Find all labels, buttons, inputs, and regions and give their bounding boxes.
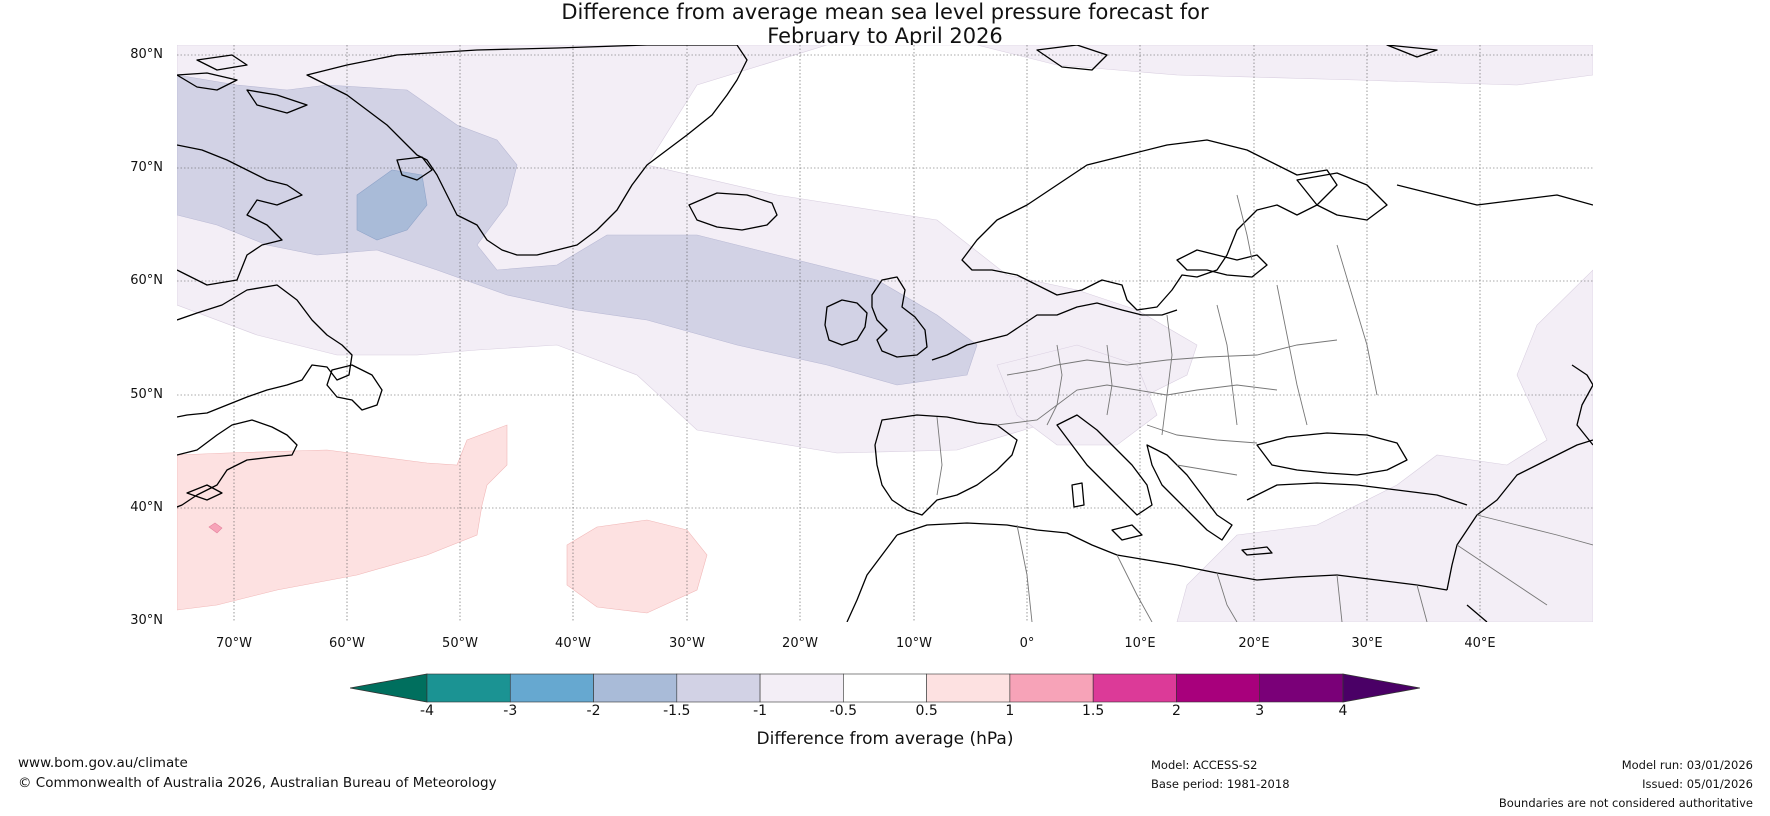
coastline-balkans [1146, 444, 1233, 541]
footer-base-period: Base period: 1981-2018 [1151, 777, 1290, 791]
coastline-ireland [824, 299, 868, 346]
colorbar-cell [593, 673, 678, 703]
coastline-sicily [1111, 524, 1143, 541]
footer-model: Model: ACCESS-S2 [1151, 758, 1258, 772]
colorbar-tick-label: 1.5 [1082, 703, 1105, 719]
coastline-greenland-west [396, 156, 433, 181]
title-line-1: Difference from average mean sea level p… [561, 0, 1209, 24]
colorbar-under-triangle [350, 673, 428, 703]
anomaly-region-pos05-east [566, 519, 708, 614]
footer-website[interactable]: www.bom.gov.au/climate [18, 755, 188, 771]
colorbar-cell [1092, 673, 1177, 703]
country-borders [936, 194, 1593, 622]
colorbar-tick-label: -3 [503, 703, 518, 719]
colorbar-cell [426, 673, 511, 703]
anomaly-region-pos05-west [177, 424, 508, 611]
colorbar-over-triangle [1342, 673, 1420, 703]
colorbar-tick-label: 3 [1255, 703, 1265, 719]
gridlines [177, 45, 1593, 622]
coastlines [177, 45, 1593, 622]
footer-copyright: © Commonwealth of Australia 2026, Austra… [18, 775, 497, 791]
coastline-cape-cod [186, 484, 223, 501]
coastline-baltic [1176, 249, 1268, 278]
title-line-2: February to April 2026 [767, 24, 1003, 48]
coastline-britain [871, 276, 928, 358]
colorbar-title: Difference from average (hPa) [756, 729, 1014, 749]
lon-tick-label: 70°W [216, 636, 252, 651]
lon-tick-label: 40°W [555, 636, 591, 651]
colorbar-cell [1259, 673, 1344, 703]
colorbar [350, 673, 1420, 703]
coastline-italy [1056, 414, 1153, 516]
colorbar-tick-label: -4 [420, 703, 434, 719]
coastline-north-russia [1396, 184, 1593, 206]
lat-tick-label: 80°N [130, 47, 163, 62]
coastline-crete [1241, 546, 1273, 556]
colorbar-cell [676, 673, 761, 703]
colorbar-tick-label: -2 [586, 703, 601, 719]
footer-disclaimer: Boundaries are not considered authoritat… [1498, 796, 1753, 810]
lon-tick-label: 10°E [1124, 636, 1156, 651]
colorbar-cell [1176, 673, 1260, 703]
coastline-red-sea [1466, 604, 1488, 622]
colorbar-cells [426, 673, 1344, 703]
coastline-greenland [306, 45, 748, 256]
lon-tick-label: 30°E [1351, 636, 1383, 651]
coastline-maritimes [177, 419, 298, 508]
colorbar-tick-label: -1 [753, 703, 768, 719]
coastline-sardinia [1071, 482, 1085, 508]
colorbar-tick-label: -1.5 [663, 703, 691, 719]
lon-tick-label: 20°W [782, 636, 818, 651]
forecast-map [177, 45, 1593, 622]
anomaly-region-neg15 [356, 169, 428, 241]
coastline-franz [1386, 45, 1438, 58]
coastline-kola [1296, 172, 1388, 221]
lon-tick-label: 20°E [1238, 636, 1270, 651]
lon-tick-label: 0° [1019, 636, 1035, 651]
anomaly-region-neg05-east [1176, 269, 1593, 622]
lat-tick-label: 70°N [130, 160, 163, 175]
coastline-levant [1446, 439, 1593, 591]
colorbar-cell [843, 673, 927, 703]
colorbar-tick-label: 0.5 [915, 703, 938, 719]
colorbar-cell [1009, 673, 1094, 703]
coastline-newfoundland [326, 364, 383, 411]
lat-tick-label: 30°N [130, 613, 163, 628]
coastline-turkey [1246, 482, 1468, 506]
coastline-labrador [177, 284, 353, 418]
coastline-arctic-islands [177, 54, 308, 114]
lat-tick-label: 40°N [130, 500, 163, 515]
footer-issued: Issued: 05/01/2026 [1642, 777, 1753, 791]
lat-tick-label: 60°N [130, 273, 163, 288]
lon-tick-label: 60°W [329, 636, 365, 651]
coastline-scandinavia [961, 139, 1338, 311]
colorbar-tick-label: 4 [1338, 703, 1348, 719]
anomaly-fields [177, 45, 1593, 622]
colorbar-tick-label: 2 [1171, 703, 1181, 719]
coastline-north-africa [896, 522, 1448, 591]
colorbar-cell [926, 673, 1011, 703]
coastline-caspian [1571, 364, 1593, 446]
coastline-baffin [177, 144, 303, 286]
map-svg [177, 45, 1593, 622]
lat-tick-label: 50°N [130, 387, 163, 402]
chart-title: Difference from average mean sea level p… [0, 0, 1770, 48]
colorbar-cell [509, 673, 594, 703]
coastline-black-sea [1256, 432, 1408, 476]
coastline-iberia [874, 414, 1018, 516]
colorbar-tick-label: 1 [1005, 703, 1015, 719]
coastline-europe [931, 302, 1178, 361]
coastline-morocco [846, 534, 898, 622]
anomaly-region-neg1 [177, 74, 978, 386]
coastline-svalbard [1036, 45, 1108, 71]
lon-tick-label: 10°W [896, 636, 932, 651]
coastline-iceland [688, 192, 778, 231]
footer-model-run: Model run: 03/01/2026 [1621, 758, 1753, 772]
lon-tick-label: 30°W [669, 636, 705, 651]
colorbar-tick-label: -0.5 [829, 703, 857, 719]
colorbar-cell [759, 673, 844, 703]
lon-tick-label: 50°W [442, 636, 478, 651]
anomaly-region-pos1 [208, 522, 223, 534]
lon-tick-label: 40°E [1464, 636, 1496, 651]
